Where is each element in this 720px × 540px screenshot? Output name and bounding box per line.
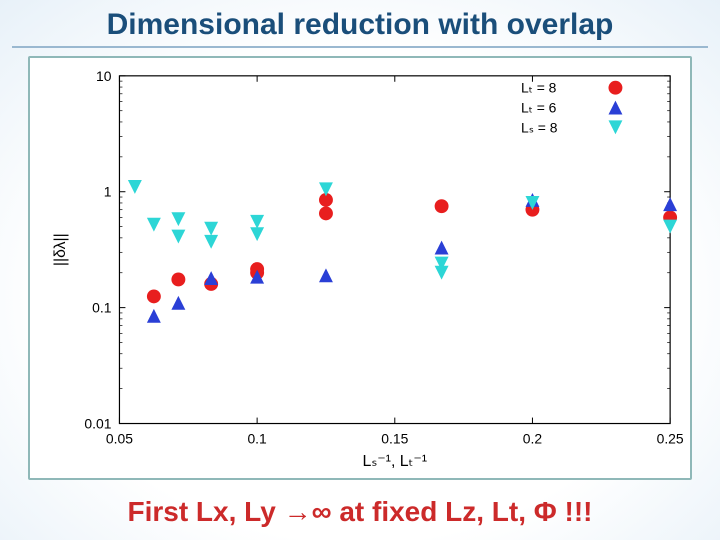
- svg-text:1: 1: [104, 184, 112, 200]
- svg-text:Lₜ = 8: Lₜ = 8: [521, 80, 557, 96]
- svg-text:0.01: 0.01: [84, 415, 111, 431]
- svg-text:0.1: 0.1: [92, 300, 112, 316]
- svg-text:0.05: 0.05: [106, 430, 133, 446]
- svg-text:0.2: 0.2: [523, 430, 543, 446]
- svg-text:10: 10: [96, 68, 112, 84]
- svg-text:||δλ||: ||δλ||: [52, 233, 69, 266]
- chart-container: 0.05 0.1 0.15 0.2 0.25 0.01 0.1 1 10 Lₛ⁻¹, Lₜ⁻¹ ||…: [28, 56, 692, 480]
- footer-text: First Lx, Ly →∞ at fixed Lz, Lt, Φ !!!: [0, 496, 720, 528]
- scatter-chart: 0.05 0.1 0.15 0.2 0.25 0.01 0.1 1 10 Lₛ⁻¹, Lₜ⁻¹ ||…: [30, 58, 690, 478]
- svg-text:0.1: 0.1: [247, 430, 267, 446]
- page-title: Dimensional reduction with overlap: [12, 8, 708, 48]
- svg-text:0.25: 0.25: [657, 430, 684, 446]
- svg-text:Lₛ = 8: Lₛ = 8: [521, 119, 558, 135]
- svg-text:Lₛ⁻¹, Lₜ⁻¹: Lₛ⁻¹, Lₜ⁻¹: [363, 453, 427, 470]
- svg-text:0.15: 0.15: [381, 430, 408, 446]
- svg-text:Lₜ = 6: Lₜ = 6: [521, 100, 557, 116]
